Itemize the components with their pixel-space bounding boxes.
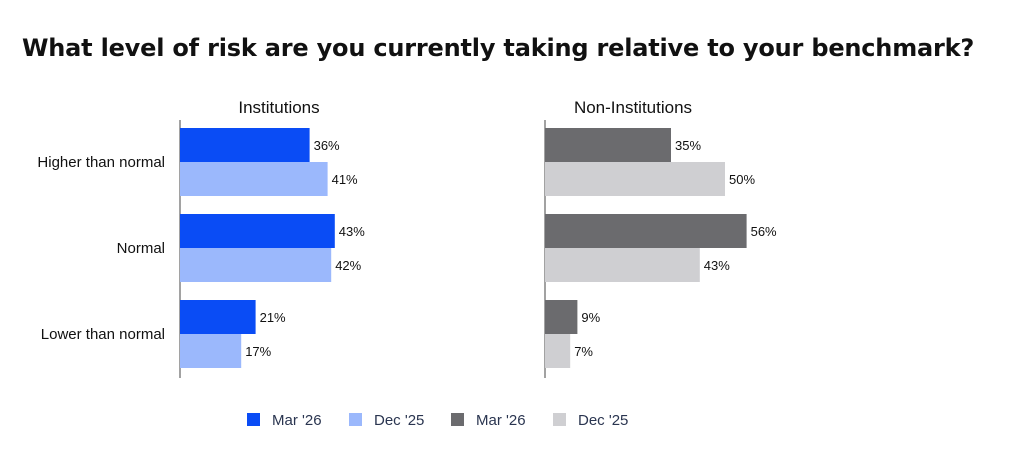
bar [180, 128, 310, 162]
panel-title: Non-Institutions [574, 98, 692, 117]
legend-label: Dec '25 [578, 412, 628, 429]
data-label: 36% [314, 138, 340, 153]
category-label: Normal [117, 240, 165, 257]
bar [180, 300, 256, 334]
data-label: 43% [704, 258, 730, 273]
bar [545, 334, 571, 368]
bar [180, 334, 242, 368]
bar [545, 248, 700, 282]
chart-title: What level of risk are you currently tak… [22, 34, 975, 62]
legend-swatch [247, 413, 260, 426]
data-label: 17% [245, 344, 271, 359]
category-label: Higher than normal [37, 154, 165, 171]
bar [545, 128, 671, 162]
data-label: 42% [335, 258, 361, 273]
bar [545, 162, 725, 196]
bar [180, 248, 332, 282]
legend-swatch [553, 413, 566, 426]
legend-swatch [451, 413, 464, 426]
bar [545, 300, 578, 334]
legend-label: Mar '26 [272, 412, 322, 429]
data-label: 7% [574, 344, 593, 359]
bar [545, 214, 747, 248]
data-label: 35% [675, 138, 701, 153]
data-label: 41% [332, 172, 358, 187]
data-label: 50% [729, 172, 755, 187]
legend-label: Dec '25 [374, 412, 424, 429]
legend-swatch [349, 413, 362, 426]
panel-title: Institutions [238, 98, 319, 117]
bar [180, 214, 335, 248]
data-label: 56% [751, 224, 777, 239]
data-label: 9% [581, 310, 600, 325]
data-label: 43% [339, 224, 365, 239]
legend-label: Mar '26 [476, 412, 526, 429]
bar [180, 162, 328, 196]
data-label: 21% [260, 310, 286, 325]
category-label: Lower than normal [41, 326, 165, 343]
